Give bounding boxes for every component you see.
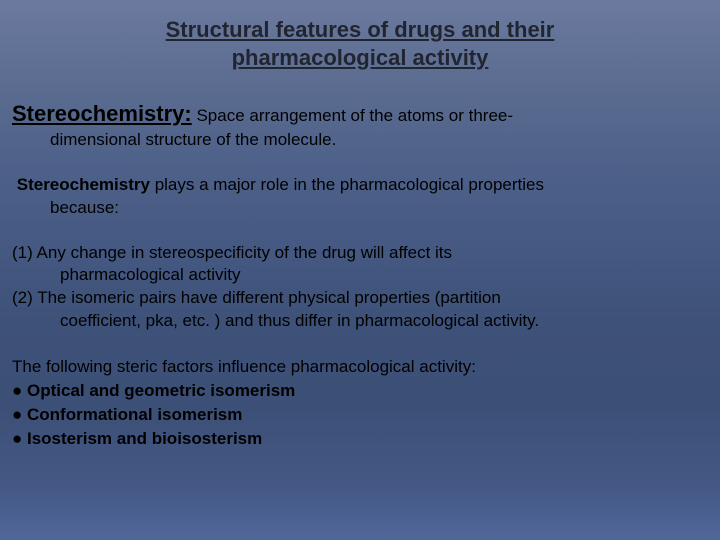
title-line-2: pharmacological activity — [232, 45, 489, 70]
slide-title: Structural features of drugs and their p… — [80, 16, 640, 71]
definition-heading: Stereochemistry: — [12, 101, 192, 126]
definition-text-2: dimensional structure of the molecule. — [12, 130, 336, 149]
title-line-1: Structural features of drugs and their — [166, 17, 555, 42]
reason-1-line-1: (1) Any change in stereospecificity of t… — [12, 242, 708, 265]
steric-intro: The following steric factors influence p… — [12, 355, 708, 379]
reason-1-line-2: pharmacological activity — [12, 264, 708, 287]
bullet-item: ● Conformational isomerism — [12, 403, 708, 427]
reason-2-line-2: coefficient, pka, etc. ) and thus differ… — [12, 310, 708, 333]
definition-text-1: Space arrangement of the atoms or three- — [192, 106, 513, 125]
role-keyword: Stereochemistry — [17, 175, 150, 194]
reasons-block: (1) Any change in stereospecificity of t… — [12, 242, 708, 334]
reason-2-line-1: (2) The isomeric pairs have different ph… — [12, 287, 708, 310]
role-text-1: plays a major role in the pharmacologica… — [150, 175, 544, 194]
bullet-item: ● Optical and geometric isomerism — [12, 379, 708, 403]
slide: Structural features of drugs and their p… — [0, 0, 720, 540]
role-block: Stereochemistry plays a major role in th… — [12, 174, 708, 220]
bullet-item: ● Isosterism and bioisosterism — [12, 427, 708, 451]
definition-block: Stereochemistry: Space arrangement of th… — [12, 99, 708, 152]
steric-block: The following steric factors influence p… — [12, 355, 708, 450]
steric-bullets: ● Optical and geometric isomerism ● Conf… — [12, 379, 708, 450]
role-text-2: because: — [12, 198, 119, 217]
